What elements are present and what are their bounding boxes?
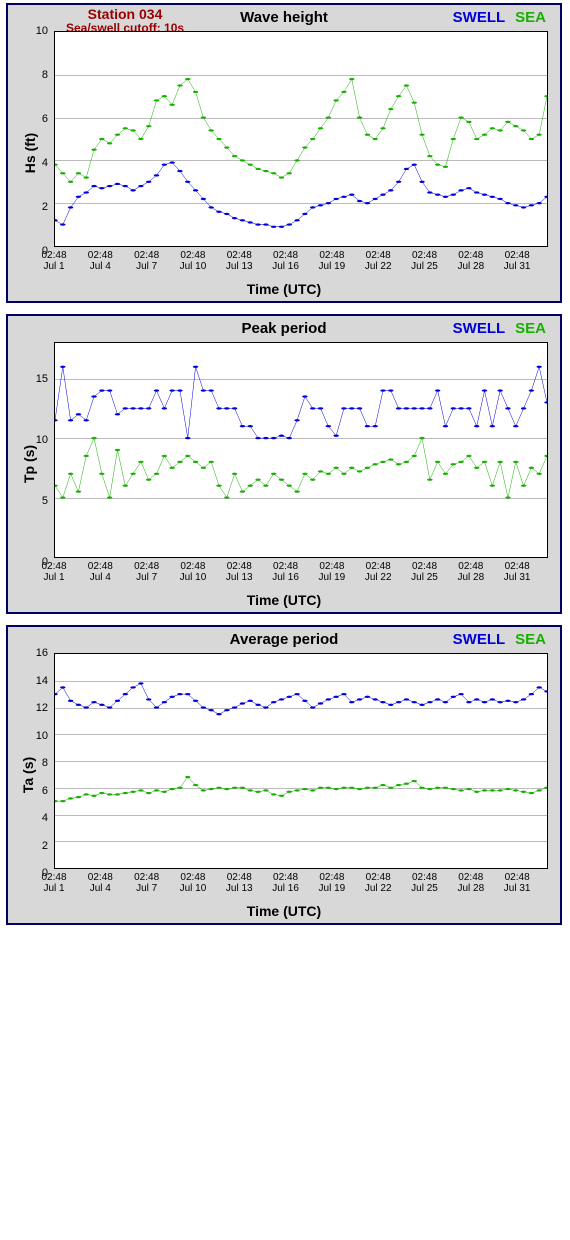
y-tick: 15 <box>36 373 48 385</box>
x-tick: 02:48Jul 22 <box>356 873 400 894</box>
stage: Wave heightSWELLSEAStation 034Sea/swell … <box>0 0 570 1240</box>
x-tick: 02:48Jul 31 <box>495 873 539 894</box>
y-axis-label: Ta (s) <box>20 757 36 793</box>
x-tick: 02:48Jul 1 <box>32 251 76 272</box>
x-axis-label: Time (UTC) <box>247 592 321 608</box>
legend: SWELL SEA <box>443 631 546 648</box>
y-tick: 8 <box>42 69 48 81</box>
panel-wave-height: Wave heightSWELLSEAStation 034Sea/swell … <box>6 3 562 303</box>
station-title: Station 034 <box>66 7 184 22</box>
x-tick: 02:48Jul 28 <box>449 251 493 272</box>
x-tick: 02:48Jul 16 <box>264 251 308 272</box>
x-axis-label: Time (UTC) <box>247 903 321 919</box>
x-tick: 02:48Jul 16 <box>264 873 308 894</box>
x-tick: 02:48Jul 25 <box>403 873 447 894</box>
x-tick: 02:48Jul 7 <box>125 873 169 894</box>
plot-area <box>54 342 548 558</box>
plot-area <box>54 31 548 247</box>
x-tick: 02:48Jul 25 <box>403 562 447 583</box>
legend: SWELL SEA <box>443 320 546 337</box>
x-tick: 02:48Jul 4 <box>78 873 122 894</box>
x-tick: 02:48Jul 10 <box>171 251 215 272</box>
y-tick: 5 <box>42 495 48 507</box>
x-tick: 02:48Jul 28 <box>449 562 493 583</box>
x-tick: 02:48Jul 16 <box>264 562 308 583</box>
panel-title: Wave height <box>240 9 328 26</box>
y-axis-label: Tp (s) <box>21 445 37 483</box>
y-axis-label: Hs (ft) <box>22 133 38 173</box>
series-swell <box>55 343 547 557</box>
y-tick: 12 <box>36 702 48 714</box>
y-tick: 8 <box>42 757 48 769</box>
y-tick: 2 <box>42 840 48 852</box>
series-swell <box>55 32 547 246</box>
x-tick: 02:48Jul 4 <box>78 562 122 583</box>
legend-swell: SWELL <box>453 320 506 337</box>
plot-area <box>54 653 548 869</box>
x-tick: 02:48Jul 1 <box>32 873 76 894</box>
x-tick: 02:48Jul 13 <box>217 873 261 894</box>
x-tick: 02:48Jul 7 <box>125 251 169 272</box>
x-tick: 02:48Jul 13 <box>217 251 261 272</box>
panel-title: Peak period <box>241 320 326 337</box>
x-tick: 02:48Jul 25 <box>403 251 447 272</box>
x-tick: 02:48Jul 31 <box>495 251 539 272</box>
y-tick: 16 <box>36 647 48 659</box>
x-tick: 02:48Jul 7 <box>125 562 169 583</box>
x-tick: 02:48Jul 31 <box>495 562 539 583</box>
legend-swell: SWELL <box>453 9 506 26</box>
y-tick: 6 <box>42 113 48 125</box>
y-tick: 10 <box>36 434 48 446</box>
y-tick: 10 <box>36 25 48 37</box>
legend: SWELL SEA <box>443 9 546 26</box>
x-tick: 02:48Jul 10 <box>171 562 215 583</box>
y-tick: 2 <box>42 201 48 213</box>
x-axis-label: Time (UTC) <box>247 281 321 297</box>
y-tick: 4 <box>42 812 48 824</box>
x-tick: 02:48Jul 19 <box>310 562 354 583</box>
y-tick: 10 <box>36 730 48 742</box>
x-tick: 02:48Jul 22 <box>356 562 400 583</box>
x-tick: 02:48Jul 10 <box>171 873 215 894</box>
series-swell <box>55 654 547 868</box>
x-tick: 02:48Jul 19 <box>310 251 354 272</box>
panel-average-period: Average period SWELL SEA Ta (s) Time (UTC) 02… <box>6 625 562 925</box>
panel-title: Average period <box>230 631 339 648</box>
legend-sea: SEA <box>515 9 546 26</box>
x-tick: 02:48Jul 13 <box>217 562 261 583</box>
y-tick: 14 <box>36 675 48 687</box>
legend-swell: SWELL <box>453 631 506 648</box>
y-tick: 4 <box>42 157 48 169</box>
legend-sea: SEA <box>515 631 546 648</box>
panel-peak-period: Peak periodSWELLSEATp (s)Time (UTC)05101… <box>6 314 562 614</box>
y-tick: 6 <box>42 785 48 797</box>
legend-sea: SEA <box>515 320 546 337</box>
x-tick: 02:48Jul 4 <box>78 251 122 272</box>
x-tick: 02:48Jul 19 <box>310 873 354 894</box>
x-tick: 02:48Jul 28 <box>449 873 493 894</box>
x-tick: 02:48Jul 1 <box>32 562 76 583</box>
x-tick: 02:48Jul 22 <box>356 251 400 272</box>
